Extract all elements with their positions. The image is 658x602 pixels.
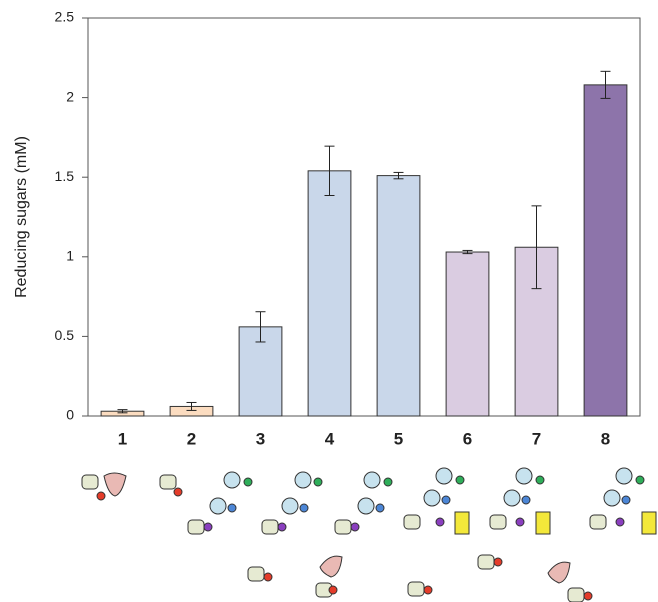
x-tick-label: 8	[601, 429, 610, 448]
y-tick-label: 0.5	[55, 327, 75, 343]
bar	[308, 171, 351, 416]
enzyme-icons	[82, 468, 656, 602]
x-tick-label: 6	[463, 429, 472, 448]
bar	[446, 252, 489, 416]
x-tick-label: 7	[532, 429, 541, 448]
y-axis-label: Reducing sugars (mM)	[13, 136, 30, 298]
y-tick-label: 1.5	[55, 168, 75, 184]
y-tick-label: 2	[66, 88, 74, 104]
x-tick-label: 3	[256, 429, 265, 448]
y-tick-label: 0	[66, 407, 74, 423]
x-tick-label: 1	[118, 429, 127, 448]
bar	[584, 85, 627, 416]
x-tick-label: 5	[394, 429, 403, 448]
x-tick-label: 4	[325, 429, 335, 448]
chart: Reducing sugars (mM) 0 0.5 1 1.5 2 2.5 1 2 3 4 5 6 7…	[0, 0, 658, 602]
bar	[377, 176, 420, 416]
y-tick-label: 1	[66, 248, 74, 264]
x-tick-label: 2	[187, 429, 196, 448]
y-tick-label: 2.5	[55, 9, 75, 25]
